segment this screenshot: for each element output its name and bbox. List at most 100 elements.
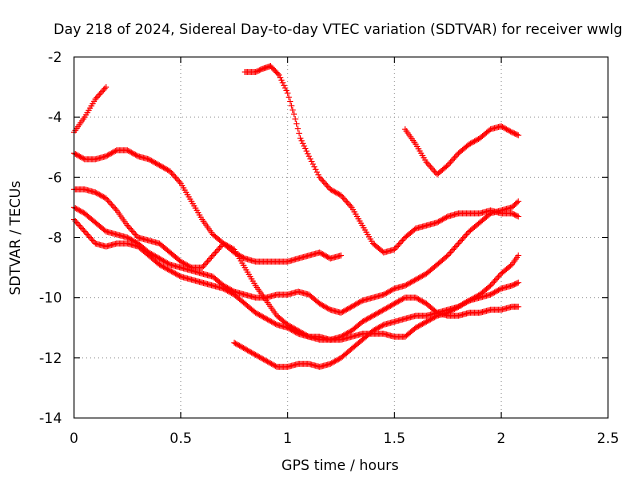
x-tick-label: 1.5 bbox=[383, 431, 405, 447]
data-points bbox=[71, 63, 522, 370]
data-point bbox=[274, 70, 281, 77]
data-point bbox=[511, 211, 518, 218]
grid-lines bbox=[74, 57, 608, 418]
data-point bbox=[508, 129, 515, 136]
y-tick-label: -8 bbox=[48, 231, 62, 247]
series-arc-6 bbox=[231, 279, 522, 370]
data-point bbox=[280, 82, 287, 89]
data-point bbox=[279, 79, 286, 86]
data-point bbox=[514, 280, 521, 287]
data-point bbox=[255, 67, 262, 74]
data-point bbox=[289, 106, 296, 113]
data-point bbox=[287, 98, 294, 105]
data-point bbox=[514, 131, 521, 138]
data-point bbox=[276, 72, 283, 79]
data-point bbox=[165, 260, 172, 267]
data-point bbox=[309, 161, 316, 168]
data-point bbox=[515, 252, 522, 259]
data-point bbox=[443, 163, 450, 170]
data-point bbox=[298, 137, 305, 144]
data-point bbox=[512, 131, 519, 138]
data-point bbox=[514, 212, 521, 219]
series-arc-4 bbox=[71, 198, 522, 316]
data-point bbox=[510, 211, 517, 218]
data-point bbox=[514, 199, 521, 206]
data-point bbox=[511, 281, 518, 288]
data-point bbox=[297, 135, 304, 142]
data-point bbox=[240, 254, 247, 261]
data-point bbox=[80, 155, 87, 162]
data-point bbox=[515, 213, 522, 220]
series-arc-8 bbox=[402, 123, 522, 178]
data-point bbox=[515, 132, 522, 139]
data-point bbox=[508, 282, 515, 289]
y-tick-label: -2 bbox=[48, 50, 62, 66]
series-arc-1 bbox=[71, 84, 110, 136]
y-tick-label: -4 bbox=[48, 110, 62, 126]
y-tick-label: -14 bbox=[39, 411, 62, 427]
y-axis-label: SDTVAR / TECUs bbox=[8, 181, 24, 296]
y-tick-label: -12 bbox=[39, 351, 62, 367]
x-tick-label: 2.5 bbox=[597, 431, 619, 447]
data-point bbox=[325, 305, 332, 312]
data-point bbox=[496, 286, 503, 293]
data-point bbox=[278, 77, 285, 84]
y-tick-label: -10 bbox=[39, 291, 62, 307]
data-point bbox=[257, 66, 264, 73]
data-point bbox=[282, 84, 289, 91]
data-point bbox=[305, 153, 312, 160]
data-point bbox=[508, 210, 515, 217]
data-point bbox=[443, 214, 450, 221]
data-point bbox=[304, 150, 311, 157]
data-point bbox=[338, 252, 344, 259]
data-point bbox=[272, 363, 279, 370]
data-point bbox=[303, 148, 310, 155]
data-point bbox=[507, 262, 514, 269]
data-point bbox=[296, 130, 303, 137]
data-point bbox=[283, 87, 290, 94]
x-tick-label: 0.5 bbox=[170, 431, 192, 447]
data-point bbox=[285, 94, 292, 101]
series-arc-7 bbox=[241, 63, 522, 256]
x-tick-label: 2 bbox=[497, 431, 506, 447]
data-point bbox=[288, 102, 295, 109]
data-point bbox=[294, 125, 301, 132]
data-point bbox=[256, 67, 263, 74]
data-point bbox=[400, 295, 407, 302]
data-point bbox=[507, 128, 514, 135]
data-point bbox=[253, 68, 260, 75]
data-point bbox=[293, 330, 300, 337]
data-point bbox=[112, 148, 119, 155]
data-point bbox=[299, 140, 306, 147]
data-point bbox=[284, 90, 291, 97]
axes: 0 0.5 1 1.5 2 2.5 -14 -12 -10 -8 -6 -4 -2 bbox=[39, 50, 619, 447]
data-point bbox=[313, 169, 320, 176]
data-point bbox=[512, 280, 519, 287]
data-point bbox=[302, 145, 309, 152]
data-point bbox=[311, 163, 318, 170]
data-point bbox=[292, 115, 299, 122]
chart-title: Day 218 of 2024, Sidereal Day-to-day VTE… bbox=[54, 22, 623, 38]
data-point bbox=[511, 130, 518, 137]
data-point bbox=[379, 322, 386, 329]
data-point bbox=[510, 282, 517, 289]
data-point bbox=[252, 69, 259, 76]
series-arc-5 bbox=[71, 216, 522, 343]
data-point bbox=[486, 283, 493, 290]
x-tick-label: 1 bbox=[283, 431, 292, 447]
data-point bbox=[133, 152, 140, 159]
data-point bbox=[272, 320, 279, 327]
x-tick-label: 0 bbox=[70, 431, 79, 447]
data-point bbox=[315, 171, 322, 178]
data-point bbox=[308, 158, 315, 165]
data-point bbox=[307, 155, 314, 162]
data-point bbox=[103, 84, 110, 91]
data-point bbox=[515, 303, 522, 310]
data-point bbox=[510, 129, 517, 136]
series-arc-3 bbox=[71, 186, 522, 343]
data-point bbox=[277, 74, 284, 81]
data-point bbox=[515, 198, 522, 205]
data-point bbox=[358, 298, 365, 305]
